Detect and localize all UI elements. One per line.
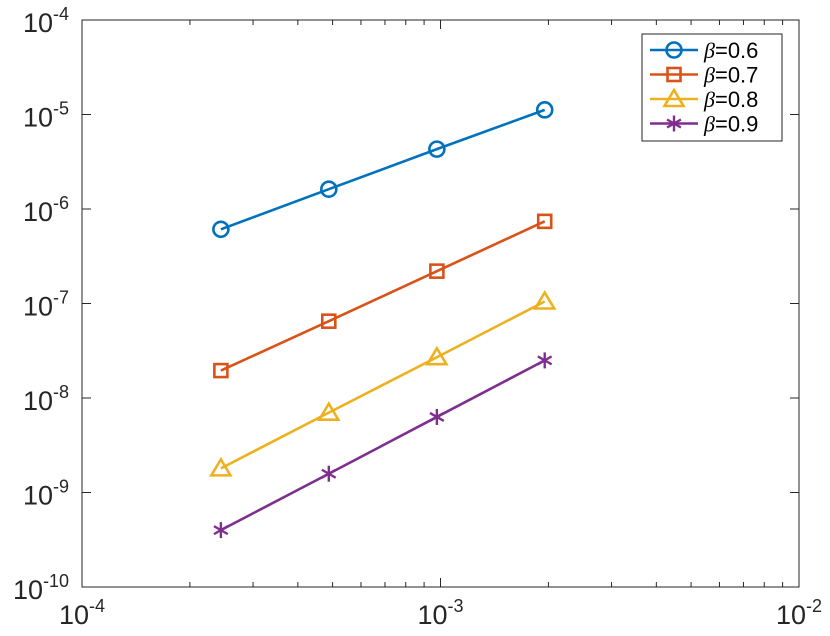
series-line-1: [220, 108, 546, 231]
legend-label: β=0.7: [703, 63, 758, 88]
series-line-2: [220, 220, 546, 372]
data-point-s2-2: [320, 313, 337, 329]
y-tick-label-7: 10-4: [23, 4, 69, 38]
legend-label: β=0.9: [703, 112, 758, 137]
data-point-s4-4: [537, 352, 553, 369]
y-tick-label-5: 10-6: [23, 193, 69, 227]
data-point-s2-3: [429, 263, 445, 279]
legend: β=0.6β=0.7β=0.8β=0.9: [641, 33, 783, 142]
data-point-s2-1: [213, 362, 229, 379]
legend-entry-2: β=0.7: [650, 63, 758, 88]
y-tick-label-3: 10-8: [23, 382, 69, 416]
legend-marker: [666, 115, 682, 132]
data-point-s1-3: [428, 140, 446, 158]
plot-area: [209, 101, 557, 539]
x-tick-label-3: 10-2: [776, 596, 822, 630]
y-tick-label-1: 10-10: [13, 571, 69, 605]
legend-entry-4: β=0.9: [650, 112, 758, 137]
legend-entry-3: β=0.8: [650, 87, 758, 112]
data-point-s4-1: [213, 522, 229, 539]
data-point-s4-2: [321, 465, 337, 482]
legend-marker: [662, 87, 686, 108]
legend-marker: [665, 41, 683, 59]
data-point-s3-3: [425, 345, 449, 366]
data-point-s1-4: [535, 101, 554, 119]
series-line-4: [220, 359, 546, 532]
y-tick-label-4: 10-7: [23, 288, 69, 322]
series-line-3: [220, 300, 546, 470]
y-tick-label-2: 10-9: [23, 477, 69, 511]
data-point-s3-1: [209, 456, 233, 477]
data-point-s2-4: [536, 213, 553, 230]
data-point-s3-2: [317, 401, 341, 421]
data-point-s1-1: [212, 220, 230, 239]
y-tick-label-6: 10-5: [23, 99, 69, 133]
x-tick-label-1: 10-4: [59, 596, 105, 630]
legend-entry-1: β=0.6: [650, 38, 758, 63]
data-point-s1-2: [319, 180, 338, 199]
legend-label: β=0.6: [703, 38, 758, 63]
data-point-s3-4: [532, 289, 557, 310]
legend-marker: [666, 66, 682, 83]
legend-label: β=0.8: [703, 87, 758, 112]
data-point-s4-3: [429, 408, 445, 425]
x-tick-label-2: 10-3: [417, 596, 463, 630]
axes: 10-4 10-3 10-2 10-10 10-9 10-8 10-7 10-6 10-5 10-…: [13, 4, 822, 630]
